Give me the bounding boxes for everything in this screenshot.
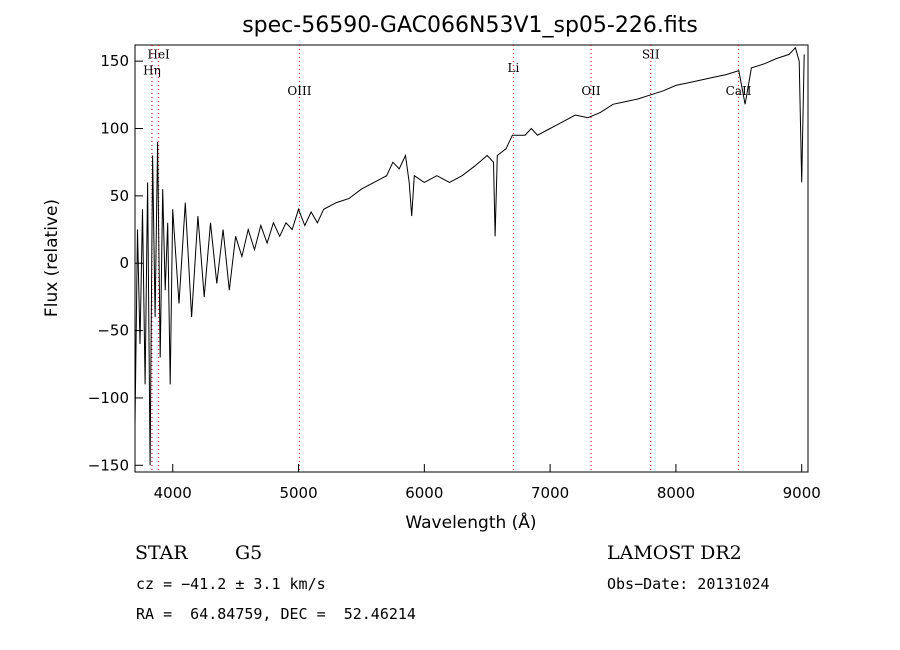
y-axis-label: Flux (relative)	[42, 199, 62, 317]
line-label-caii: CaII	[726, 84, 752, 98]
spectrum-series	[134, 46, 805, 466]
y-tick-label: −100	[88, 389, 129, 407]
obs-date: Obs−Date: 20131024	[607, 575, 770, 593]
y-tick-label: 0	[119, 254, 129, 272]
coordinates: RA = 64.84759, DEC = 52.46214	[136, 605, 416, 623]
x-tick-label: 8000	[657, 484, 695, 502]
plot-area	[134, 44, 809, 473]
subclass: G5	[235, 542, 263, 564]
survey-label: LAMOST DR2	[607, 542, 742, 564]
object-type: STAR	[135, 542, 188, 564]
line-label-oii: OII	[581, 84, 601, 98]
y-tick-label: 50	[110, 187, 129, 205]
y-tick-label: −50	[97, 322, 129, 340]
x-axis-ticks: 4000 5000 6000 7000 8000 9000	[154, 464, 821, 502]
y-tick-label: 100	[100, 120, 129, 138]
line-label-li: Li	[507, 61, 519, 75]
x-axis-label: Wavelength (Å)	[405, 511, 536, 533]
line-label-oiii: OIII	[287, 84, 311, 98]
spectral-line-markers: HeI Hη OIII Li OII SII CaII	[143, 45, 752, 472]
x-tick-label: 5000	[279, 484, 317, 502]
line-label-sii: SII	[642, 47, 660, 61]
y-tick-label: −150	[88, 456, 129, 474]
x-tick-label: 7000	[531, 484, 569, 502]
y-tick-label: 150	[100, 52, 129, 70]
cz-value: cz = −41.2 ± 3.1 km/s	[136, 575, 326, 593]
chart-title: spec-56590-GAC066N53V1_sp05-226.fits	[242, 13, 698, 38]
x-tick-label: 4000	[154, 484, 192, 502]
line-label-hη: Hη	[143, 64, 161, 78]
x-tick-label: 9000	[783, 484, 821, 502]
line-label-hei: HeI	[147, 47, 170, 61]
y-axis-ticks: −150 −100 −50 0 50 100 150	[88, 52, 143, 474]
x-tick-label: 6000	[405, 484, 443, 502]
